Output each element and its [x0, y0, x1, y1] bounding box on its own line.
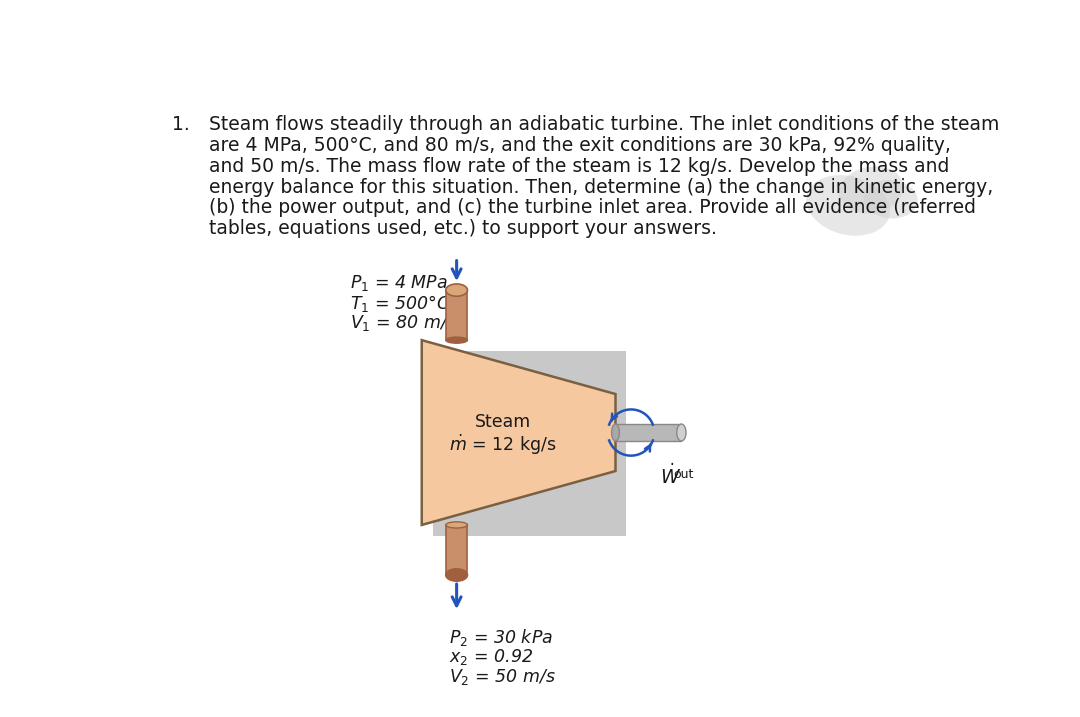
Text: out: out [674, 468, 694, 481]
Ellipse shape [446, 284, 468, 296]
Text: and 50 m/s. The mass flow rate of the steam is 12 kg/s. Develop the mass and: and 50 m/s. The mass flow rate of the st… [210, 157, 949, 176]
Text: are 4 MPa, 500°C, and 80 m/s, and the exit conditions are 30 kPa, 92% quality,: are 4 MPa, 500°C, and 80 m/s, and the ex… [210, 136, 951, 155]
Ellipse shape [611, 424, 619, 441]
Text: $T_1$ = 500°C: $T_1$ = 500°C [350, 293, 450, 314]
Text: (b) the power output, and (c) the turbine inlet area. Provide all evidence (refe: (b) the power output, and (c) the turbin… [210, 199, 976, 217]
Ellipse shape [864, 180, 918, 219]
Text: Steam: Steam [475, 413, 531, 431]
Ellipse shape [806, 175, 890, 236]
Text: $x_2$ = 0.92: $x_2$ = 0.92 [449, 647, 534, 668]
Ellipse shape [446, 522, 468, 528]
Ellipse shape [839, 166, 904, 214]
Ellipse shape [446, 337, 468, 343]
Text: tables, equations used, etc.) to support your answers.: tables, equations used, etc.) to support… [210, 219, 717, 238]
Text: Steam flows steadily through an adiabatic turbine. The inlet conditions of the s: Steam flows steadily through an adiabati… [210, 115, 1000, 134]
Text: 1.: 1. [172, 115, 190, 134]
Text: $\dot{W}$: $\dot{W}$ [661, 463, 681, 488]
Text: $P_1$ = 4 MPa: $P_1$ = 4 MPa [350, 273, 448, 293]
Text: $V_2$ = 50 m/s: $V_2$ = 50 m/s [449, 668, 556, 688]
Text: $P_2$ = 30 kPa: $P_2$ = 30 kPa [449, 627, 553, 648]
Text: energy balance for this situation. Then, determine (a) the change in kinetic ene: energy balance for this situation. Then,… [210, 178, 994, 196]
Text: $V_1$ = 80 m/s: $V_1$ = 80 m/s [350, 313, 457, 333]
Text: $\dot{m}$ = 12 kg/s: $\dot{m}$ = 12 kg/s [449, 433, 557, 457]
Ellipse shape [677, 424, 686, 441]
Polygon shape [422, 340, 616, 525]
Polygon shape [433, 351, 626, 536]
Bar [446, 290, 468, 340]
Ellipse shape [446, 569, 468, 581]
Bar [616, 424, 681, 441]
Bar [446, 525, 468, 575]
